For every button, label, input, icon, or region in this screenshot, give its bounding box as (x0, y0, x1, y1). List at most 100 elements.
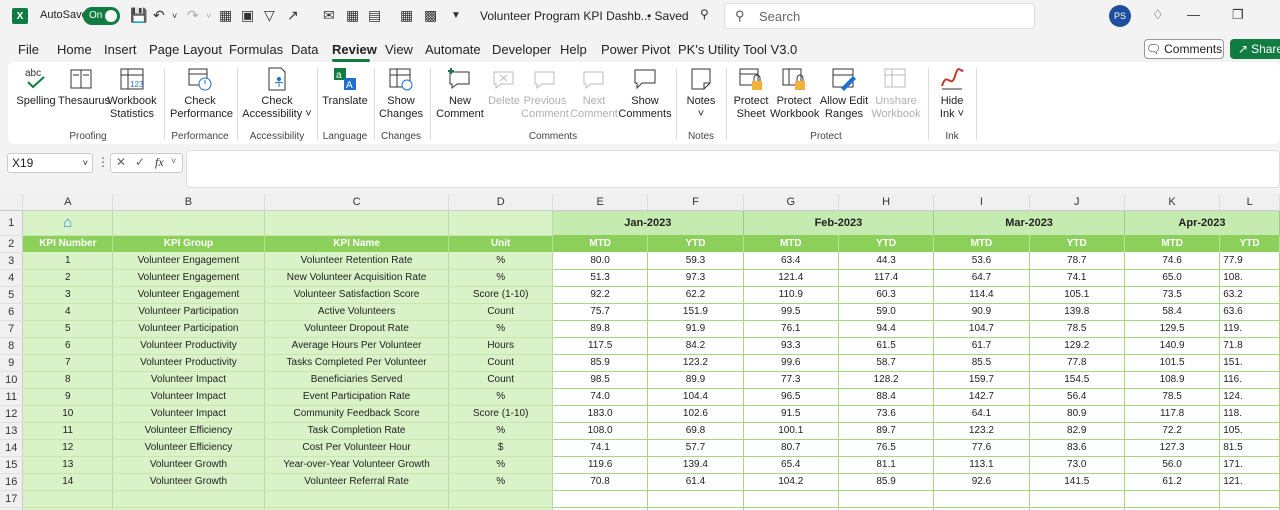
cell[interactable]: 105. (1219, 422, 1280, 440)
row-header[interactable]: 11 (0, 388, 24, 406)
cell[interactable]: 141.5 (1029, 473, 1125, 491)
row-header[interactable]: 7 (0, 320, 24, 338)
cell[interactable]: 85.5 (933, 354, 1030, 372)
cell[interactable] (264, 507, 450, 510)
cell[interactable]: 69.8 (647, 422, 744, 440)
tab-home[interactable]: Home (57, 42, 92, 57)
cell[interactable]: 99.6 (743, 354, 839, 372)
column-header-g[interactable]: G (743, 194, 839, 211)
cell[interactable]: 108.9 (1124, 371, 1221, 389)
cell[interactable]: 61.2 (1124, 473, 1221, 491)
cell[interactable]: 75.7 (552, 303, 649, 321)
tab-pk-utility[interactable]: PK's Utility Tool V3.0 (678, 42, 798, 57)
cell[interactable]: Score (1-10) (448, 405, 553, 423)
cell[interactable]: Volunteer Impact (112, 405, 265, 423)
tab-formulas[interactable]: Formulas (229, 42, 284, 57)
cell[interactable]: Community Feedback Score (264, 405, 450, 423)
column-title-cell[interactable]: KPI Name (264, 235, 450, 252)
show-comments-button[interactable]: Show Comments (618, 66, 672, 121)
home-icon[interactable]: ⌂ (63, 214, 73, 231)
row-header[interactable]: 14 (0, 439, 24, 457)
tab-insert[interactable]: Insert (104, 42, 137, 57)
cell[interactable]: Volunteer Impact (112, 388, 265, 406)
column-header-d[interactable]: D (448, 194, 553, 211)
mail-icon[interactable]: ✉ (323, 7, 335, 23)
cell[interactable]: 1 (22, 252, 114, 270)
cell[interactable]: 96.5 (743, 388, 839, 406)
redo-dropdown-icon[interactable]: ˅ (206, 11, 212, 21)
cell[interactable]: 100.1 (743, 422, 839, 440)
protect-sheet-button[interactable]: Protect Sheet (730, 66, 772, 121)
cell[interactable]: 74.6 (1124, 252, 1221, 270)
column-title-cell[interactable]: YTD (647, 235, 744, 252)
coauthor-icon[interactable]: ⚲ (700, 7, 709, 21)
cell[interactable]: 53.6 (933, 252, 1030, 270)
cell[interactable]: Year-over-Year Volunteer Growth (264, 456, 450, 474)
cell[interactable]: 7 (22, 354, 114, 372)
cell[interactable] (1124, 490, 1221, 508)
cell[interactable]: 129.2 (1029, 337, 1125, 355)
cell[interactable]: Active Volunteers (264, 303, 450, 321)
month-header[interactable]: Feb-2023 (743, 210, 935, 235)
column-title-cell[interactable]: YTD (838, 235, 935, 252)
cell[interactable]: 154.5 (1029, 371, 1125, 389)
cell[interactable]: 62.2 (647, 286, 744, 304)
cell[interactable]: 89.7 (838, 422, 935, 440)
cell[interactable]: Volunteer Participation (112, 320, 265, 338)
row-header[interactable]: 3 (0, 252, 24, 270)
cell[interactable]: 128.2 (838, 371, 935, 389)
enter-icon[interactable]: ✓ (135, 155, 146, 169)
cell[interactable]: 61.7 (933, 337, 1030, 355)
cancel-icon[interactable]: ✕ (116, 155, 127, 169)
share-arrow-icon[interactable]: ↗ (287, 7, 299, 23)
row-header[interactable]: 1 (0, 210, 24, 236)
cell[interactable]: 77.6 (933, 439, 1030, 457)
cell[interactable] (1219, 490, 1280, 508)
formula-input[interactable] (186, 150, 1280, 188)
cell[interactable]: 58.4 (1124, 303, 1221, 321)
row-header[interactable]: 17 (0, 490, 24, 508)
cell[interactable]: 4 (22, 303, 114, 321)
cell[interactable] (22, 507, 114, 510)
cell[interactable] (743, 507, 839, 510)
thesaurus-button[interactable]: Thesaurus (58, 66, 110, 108)
tab-data[interactable]: Data (291, 42, 319, 57)
cell[interactable] (1219, 507, 1280, 510)
cell[interactable]: 101.5 (1124, 354, 1221, 372)
search-box[interactable]: ⚲ Search (724, 3, 1035, 29)
cell[interactable]: Volunteer Participation (112, 303, 265, 321)
cell[interactable]: % (448, 252, 553, 270)
row-header[interactable]: 13 (0, 422, 24, 440)
cell[interactable]: Volunteer Engagement (112, 286, 265, 304)
cell[interactable]: Cost Per Volunteer Hour (264, 439, 450, 457)
cell[interactable]: 123.2 (933, 422, 1030, 440)
cell[interactable]: 102.6 (647, 405, 744, 423)
comments-button[interactable]: 🗨 Comments (1144, 39, 1224, 59)
cell[interactable] (1029, 490, 1125, 508)
cell[interactable]: 77.9 (1219, 252, 1280, 270)
column-title-cell[interactable]: YTD (1219, 235, 1280, 252)
cell[interactable]: 119. (1219, 320, 1280, 338)
tab-view[interactable]: View (385, 42, 413, 57)
cell[interactable]: 13 (22, 456, 114, 474)
cell[interactable]: 64.7 (933, 269, 1030, 287)
next-comment-button[interactable]: Next Comment (570, 66, 618, 121)
cell[interactable]: 151. (1219, 354, 1280, 372)
cell[interactable]: ⌂ (22, 210, 114, 236)
delete-comment-button[interactable]: Delete (484, 66, 524, 108)
cell[interactable] (1124, 507, 1221, 510)
save-icon[interactable]: 💾 (130, 7, 148, 23)
spelling-button[interactable]: abc Spelling (16, 66, 56, 108)
row-header[interactable]: 5 (0, 286, 24, 304)
column-header-k[interactable]: K (1124, 194, 1221, 211)
cell[interactable] (112, 490, 265, 508)
cell[interactable] (838, 507, 935, 510)
column-header-l[interactable]: L (1219, 194, 1280, 211)
row-header[interactable]: 4 (0, 269, 24, 287)
cell[interactable]: 72.2 (1124, 422, 1221, 440)
cell[interactable]: Volunteer Growth (112, 473, 265, 491)
cell[interactable]: New Volunteer Acquisition Rate (264, 269, 450, 287)
cell[interactable]: Volunteer Growth (112, 456, 265, 474)
restore-icon[interactable]: ❐ (1232, 7, 1244, 22)
cell[interactable]: Volunteer Retention Rate (264, 252, 450, 270)
